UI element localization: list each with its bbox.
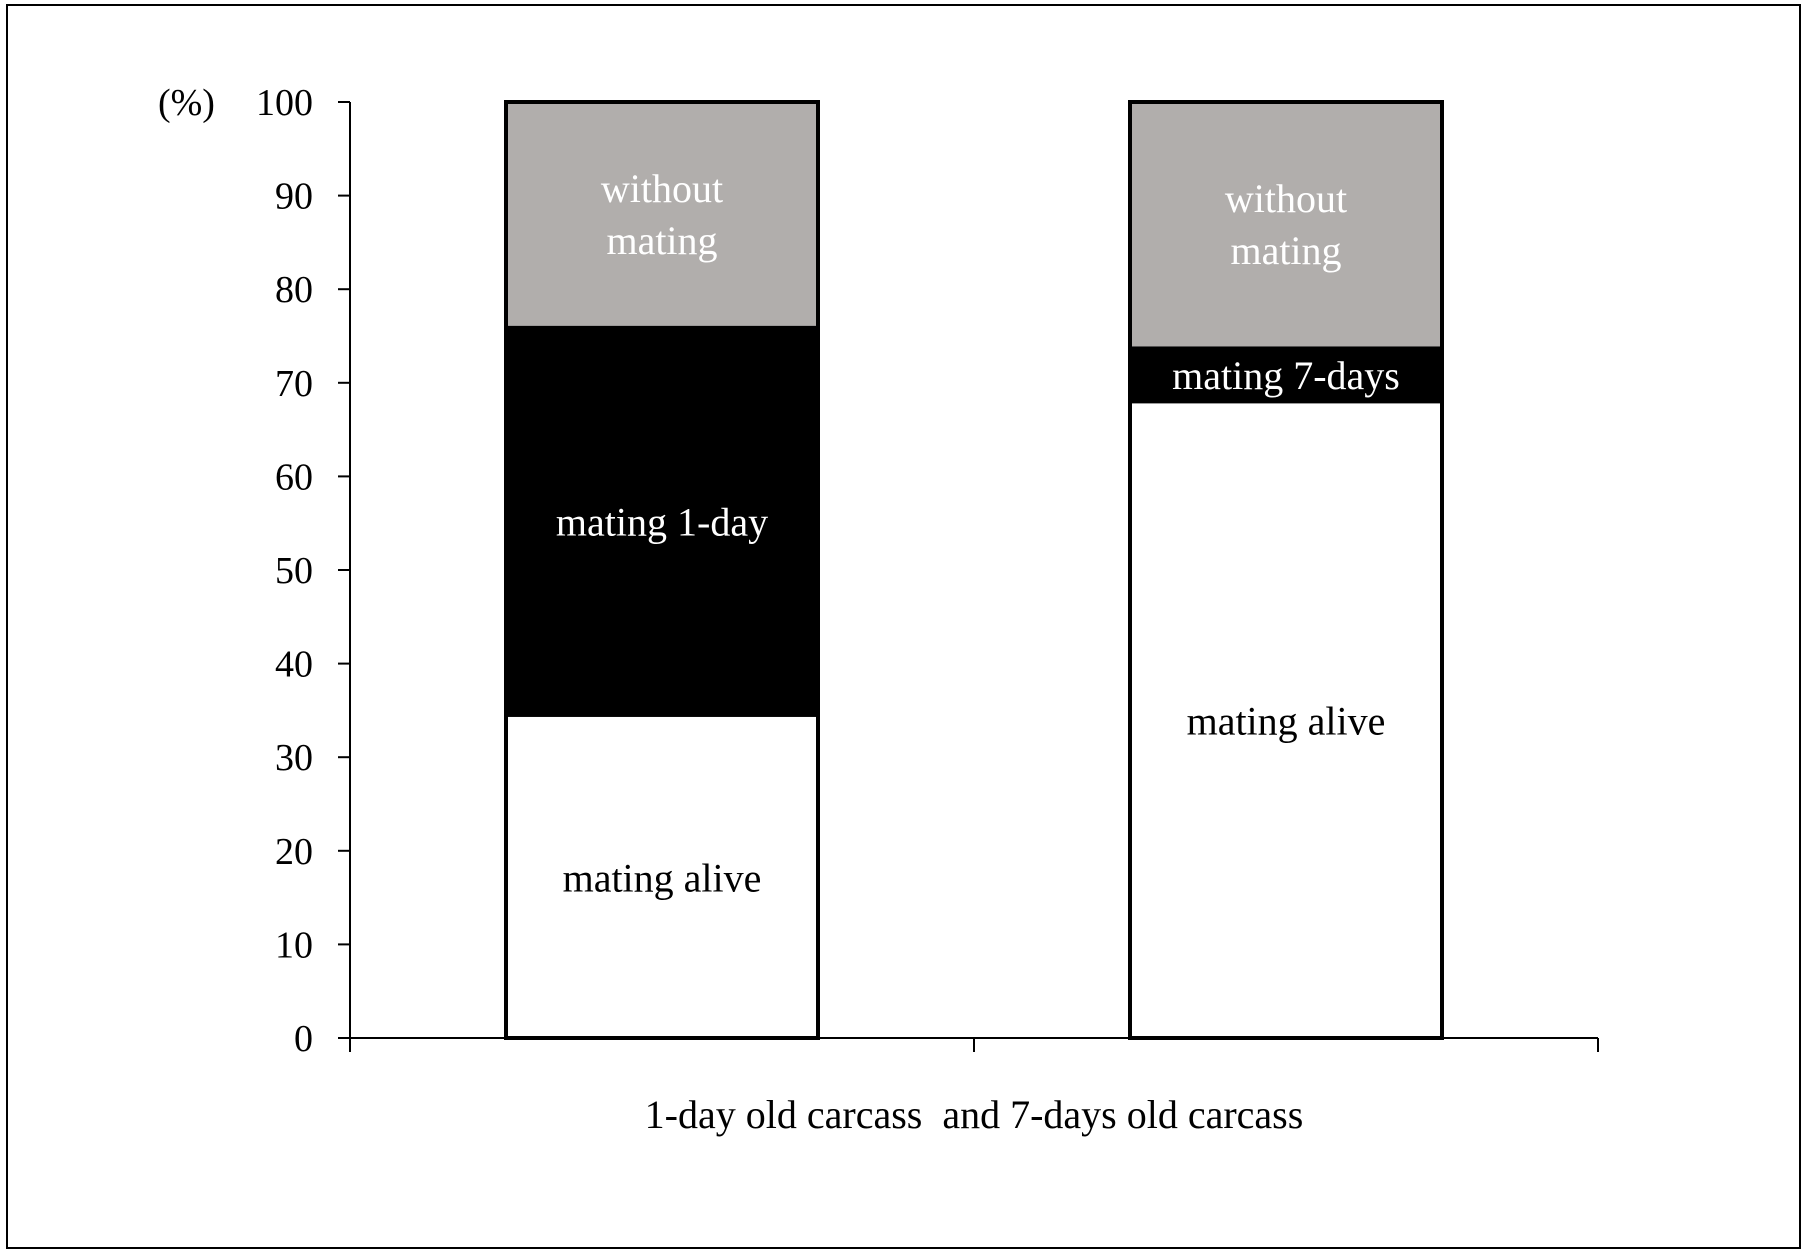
bar-segment-label: mating alive — [563, 855, 762, 900]
bar-segment — [506, 102, 818, 326]
bar-segment-label: without mating — [1225, 176, 1347, 273]
y-tick-label: 30 — [275, 737, 313, 779]
y-tick-label: 60 — [275, 456, 313, 498]
y-tick-label: 80 — [275, 269, 313, 311]
y-tick-label: 0 — [294, 1018, 313, 1060]
y-tick-label: 70 — [275, 363, 313, 405]
y-axis: 0 10 20 30 40 50 60 70 80 90 100 — [256, 82, 351, 1060]
bar-segment — [506, 716, 818, 1038]
y-tick-label: 100 — [256, 82, 313, 124]
y-tick-label: 50 — [275, 550, 313, 592]
bar-segment-label: mating 7-days — [1172, 353, 1400, 398]
bar-segment — [1130, 102, 1442, 347]
x-axis — [349, 1037, 1599, 1052]
bar-outline — [1128, 100, 1444, 1040]
y-tick-label: 20 — [275, 831, 313, 873]
y-tick-label: 90 — [275, 176, 313, 218]
bar-segment — [506, 325, 818, 717]
bar-2: mating alive mating 7-days without mating — [1128, 100, 1444, 1040]
bar-segment-label: mating 1-day — [556, 499, 768, 544]
y-tick-label: 40 — [275, 644, 313, 686]
y-axis-unit-label: (%) — [158, 82, 215, 124]
bar-outline — [504, 100, 820, 1040]
bar-1: mating alive mating 1-day without mating — [504, 100, 820, 1040]
bar-segment — [1130, 346, 1442, 404]
bar-segment-label: without mating — [601, 166, 723, 263]
bar-segment — [1130, 403, 1442, 1039]
bar-segment-label: mating alive — [1187, 699, 1386, 744]
chart-frame — [6, 4, 1801, 1249]
y-tick-label: 10 — [275, 924, 313, 966]
x-axis-title: 1-day old carcass and 7-days old carcass — [645, 1092, 1304, 1137]
